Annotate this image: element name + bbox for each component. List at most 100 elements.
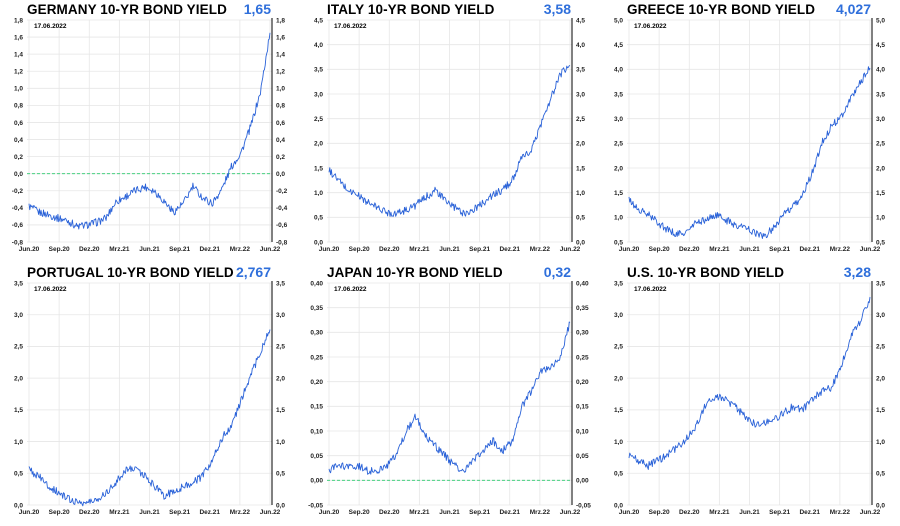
x-tick-label: Sep.21 [469,246,490,253]
x-tick-label: Jun.22 [860,246,881,253]
y-tick-label-left: 0,5 [314,215,323,222]
date-label: 17.06.2022 [34,286,67,293]
y-tick-label-left: 1,5 [314,165,323,172]
y-tick-label-left: 0,0 [14,171,23,178]
y-tick-label-right: 0,05 [576,453,589,460]
y-tick-label-left: 0,6 [14,120,23,127]
x-tick-label: Dez.20 [379,509,400,516]
y-tick-label-right: 0,5 [276,471,285,478]
chart-plot: 0,5 0,5 1,0 1,0 1,5 1,5 2,0 2,0 2,5 2,5 3,0 3,0 3,5 3… [614,17,885,253]
x-tick-label: Mrz.21 [409,246,430,253]
y-tick-label-right: 3,0 [876,312,885,319]
x-tick-label: Mrz.22 [530,246,551,253]
y-tick-label-right: 0,4 [276,137,285,144]
chart-panel: 0,0 0,0 0,5 0,5 1,0 1,0 1,5 1,5 2,0 2,0 2,5 2,5 3,0 3… [300,0,600,263]
y-tick-label-right: -0,8 [276,239,288,246]
chart-title: PORTUGAL 10-YR BOND YIELD [27,265,234,280]
x-tick-label: Mrz.21 [109,246,130,253]
y-tick-label-left: 0,20 [310,379,323,386]
x-tick-label: Jun.21 [139,509,160,516]
x-tick-label: Dez.21 [799,246,820,253]
x-tick-label: Jun.22 [860,509,881,516]
y-tick-label-left: 3,5 [614,280,623,287]
y-tick-label-left: 2,5 [314,116,323,123]
y-tick-label-right: 1,5 [876,407,885,414]
chart-plot: 0,0 0,0 0,5 0,5 1,0 1,0 1,5 1,5 2,0 2,0 2,5 2,5 3,0 3… [314,17,585,253]
chart-title: GERMANY 10-YR BOND YIELD [27,2,227,17]
y-tick-label-right: 0,20 [576,379,589,386]
x-tick-label: Mrz.22 [530,509,551,516]
x-tick-label: Mrz.21 [709,246,730,253]
y-tick-label-left: -0,4 [12,205,24,212]
series-line [628,296,871,470]
x-tick-label: Sep.20 [49,509,70,516]
y-tick-label-right: 2,5 [876,141,885,148]
y-tick-label-left: -0,05 [308,502,323,509]
y-tick-label-left: 1,4 [14,51,23,58]
last-value-label: 2,767 [235,264,271,280]
y-tick-label-right: 3,5 [876,280,885,287]
y-tick-label-left: 0,40 [310,280,323,287]
y-tick-label-right: 0,2 [276,154,285,161]
y-tick-label-right: 0,0 [276,171,285,178]
y-tick-label-left: 2,0 [614,375,623,382]
x-tick-label: Jun.20 [19,509,40,516]
y-tick-label-left: -0,2 [12,188,24,195]
y-tick-label-left: 2,0 [14,375,23,382]
y-tick-label-left: 0,35 [310,305,323,312]
date-label: 17.06.2022 [634,23,667,30]
y-tick-label-left: 1,0 [314,190,323,197]
y-tick-label-left: 0,05 [310,453,323,460]
y-tick-label-left: 4,5 [314,17,323,24]
y-tick-label-right: 0,5 [876,471,885,478]
y-tick-label-right: 0,15 [576,404,589,411]
date-label: 17.06.2022 [334,286,367,293]
y-tick-label-left: 1,5 [614,407,623,414]
x-tick-label: Sep.21 [169,509,190,516]
y-tick-label-right: 1,0 [876,439,885,446]
x-tick-label: Jun.21 [139,246,160,253]
x-tick-label: Jun.22 [560,509,581,516]
x-tick-label: Mrz.22 [230,246,251,253]
y-tick-label-right: 5,0 [876,17,885,24]
x-tick-label: Jun.21 [439,509,460,516]
chart-panel: 0,0 0,0 0,5 0,5 1,0 1,0 1,5 1,5 2,0 2,0 2,5 2,5 3,0 3… [600,263,900,526]
y-tick-label-right: -0,4 [276,205,288,212]
series-line [628,66,871,239]
x-tick-label: Mrz.22 [830,509,851,516]
x-tick-label: Sep.20 [649,246,670,253]
x-tick-label: Dez.21 [199,246,220,253]
x-tick-label: Jun.20 [619,509,640,516]
x-tick-label: Jun.22 [260,246,281,253]
x-tick-label: Dez.21 [199,509,220,516]
date-label: 17.06.2022 [334,23,367,30]
x-tick-label: Sep.21 [769,246,790,253]
y-tick-label-right: 1,5 [876,190,885,197]
y-tick-label-right: 0,40 [576,280,589,287]
last-value-label: 4,027 [835,1,871,17]
y-tick-label-right: 1,0 [276,439,285,446]
y-tick-label-right: 1,5 [276,407,285,414]
chart-title: ITALY 10-YR BOND YIELD [327,2,495,17]
y-tick-label-right: 0,0 [876,502,885,509]
y-tick-label-left: 3,0 [314,91,323,98]
y-tick-label-left: 4,0 [614,67,623,74]
y-tick-label-left: 2,5 [614,344,623,351]
y-tick-label-right: 1,0 [276,86,285,93]
date-label: 17.06.2022 [34,23,67,30]
date-label: 17.06.2022 [634,286,667,293]
x-tick-label: Jun.21 [439,246,460,253]
chart-panel: -0,05 -0,05 0,00 0,00 0,05 0,05 0,10 0,10 0,15 0,… [300,263,600,526]
y-tick-label-right: -0,05 [576,502,591,509]
x-tick-label: Dez.21 [799,509,820,516]
x-tick-label: Jun.22 [560,246,581,253]
y-tick-label-left: 1,2 [14,69,23,76]
y-tick-label-left: 3,0 [614,312,623,319]
y-tick-label-left: 2,0 [614,165,623,172]
y-tick-label-left: 2,5 [614,141,623,148]
series-line [28,329,271,507]
y-tick-label-left: 2,0 [314,141,323,148]
last-value-label: 3,28 [843,264,871,280]
chart-plot: -0,05 -0,05 0,00 0,00 0,05 0,05 0,10 0,10 0,15 0,… [308,280,591,516]
x-tick-label: Sep.21 [469,509,490,516]
